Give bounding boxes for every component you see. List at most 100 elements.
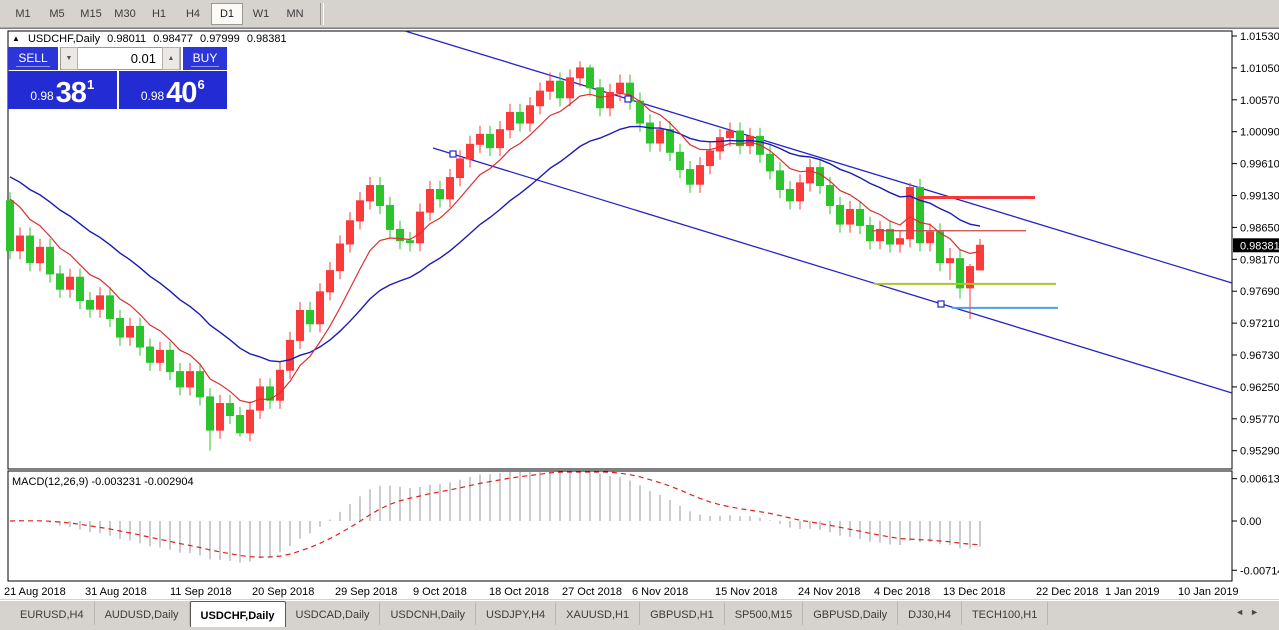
chart-tab-sp500-m15[interactable]: SP500,M15 xyxy=(725,602,804,625)
timeframe-button-m15[interactable]: M15 xyxy=(80,7,102,20)
candle-body xyxy=(226,403,234,416)
macd-axis-label: -0.007142 xyxy=(1240,565,1279,577)
candle-body xyxy=(356,200,364,222)
sell-price-small: 0.98 xyxy=(30,89,54,103)
chart-tab-audusd-daily[interactable]: AUDUSD,Daily xyxy=(95,602,190,625)
candle-body xyxy=(706,150,714,167)
candle-body xyxy=(336,243,344,272)
volume-decrease-icon[interactable]: ▼ xyxy=(61,47,78,70)
timeframe-button-m5[interactable]: M5 xyxy=(49,7,65,20)
timeframe-button-h1[interactable]: H1 xyxy=(151,7,167,20)
macd-signal-line xyxy=(9,471,981,558)
timeframe-button-d1[interactable]: D1 xyxy=(211,2,243,25)
candle-body xyxy=(306,309,314,325)
bar-low-value: 0.97999 xyxy=(200,33,240,45)
candle-body xyxy=(146,346,154,363)
candle-body xyxy=(406,240,414,244)
candle-body xyxy=(36,246,44,264)
date-axis-label: 13 Dec 2018 xyxy=(943,586,1005,598)
bar-close-value: 0.98381 xyxy=(246,33,287,45)
candle-body xyxy=(766,153,774,172)
candle-body xyxy=(886,228,894,245)
chart-tab-dj30-h4[interactable]: DJ30,H4 xyxy=(898,602,962,625)
buy-price-panel[interactable]: 0.98 40 6 xyxy=(118,71,227,109)
candle-body xyxy=(946,258,954,264)
trendline-upper[interactable] xyxy=(404,30,1233,284)
date-axis-label: 4 Dec 2018 xyxy=(874,586,930,598)
candle-body xyxy=(136,325,144,348)
price-axis-label: 0.95770 xyxy=(1240,414,1279,426)
date-axis-label: 27 Oct 2018 xyxy=(562,586,622,598)
candle-body xyxy=(676,151,684,171)
macd-axis-label: 0.00 xyxy=(1240,516,1261,528)
chart-tab-eurusd-h4[interactable]: EURUSD,H4 xyxy=(10,602,95,625)
candle-body xyxy=(526,105,534,124)
candle-body xyxy=(186,371,194,388)
trendline-handle[interactable] xyxy=(449,150,457,158)
tab-scroll-left-icon[interactable]: ◄ xyxy=(1235,607,1251,617)
candle-body xyxy=(816,167,824,187)
collapse-widget-icon[interactable]: ▲ xyxy=(12,34,20,43)
candle-body xyxy=(516,111,524,124)
timeframe-button-mn[interactable]: MN xyxy=(286,7,304,20)
candle-body xyxy=(916,187,924,244)
timeframe-button-m30[interactable]: M30 xyxy=(114,7,136,20)
candle-body xyxy=(846,208,854,225)
fast-ma-line[interactable] xyxy=(9,92,981,404)
candle-body xyxy=(216,403,224,431)
chart-tab-gbpusd-h1[interactable]: GBPUSD,H1 xyxy=(640,602,725,625)
chart-tab-usdjpy-h4[interactable]: USDJPY,H4 xyxy=(476,602,557,625)
candle-body xyxy=(466,143,474,160)
date-axis-label: 15 Nov 2018 xyxy=(715,586,777,598)
volume-input[interactable]: 0.01 xyxy=(130,51,156,66)
sell-price-panel[interactable]: 0.98 38 1 xyxy=(8,71,117,109)
date-axis-label: 6 Nov 2018 xyxy=(632,586,688,598)
timeframe-toolbar: M1 M5 M15 M30 H1 H4 D1 W1 MN xyxy=(0,0,1279,28)
date-axis-label: 10 Jan 2019 xyxy=(1178,586,1239,598)
bar-high-value: 0.98477 xyxy=(153,33,193,45)
candle-body xyxy=(546,80,554,92)
candle-body xyxy=(346,220,354,245)
trendline-handle[interactable] xyxy=(624,95,632,103)
price-chart-canvas[interactable]: 1.01530 1.01050 1.00570 1.00090 0.99610 0.991… xyxy=(0,29,1279,599)
slow-ma-line[interactable] xyxy=(9,125,981,363)
candle-body xyxy=(716,137,724,152)
date-axis-label: 18 Oct 2018 xyxy=(489,586,549,598)
trendline-lower[interactable] xyxy=(432,147,1233,394)
chart-tab-usdcad-daily[interactable]: USDCAD,Daily xyxy=(286,602,381,625)
date-axis-label: 1 Jan 2019 xyxy=(1105,586,1159,598)
sell-button[interactable]: SELL xyxy=(8,47,58,70)
candle-body xyxy=(566,77,574,99)
timeframe-button-w1[interactable]: W1 xyxy=(252,7,270,20)
chart-tab-bar: EURUSD,H4 AUDUSD,Daily USDCHF,Daily USDCAD,… xyxy=(0,600,1279,630)
timeframe-button-h4[interactable]: H4 xyxy=(185,7,201,20)
candle-body xyxy=(46,246,54,275)
price-axis-label: 0.96730 xyxy=(1240,350,1279,362)
candle-body xyxy=(86,300,94,310)
buy-button[interactable]: BUY xyxy=(183,47,227,70)
chart-tab-tech100-h1[interactable]: TECH100,H1 xyxy=(962,602,1049,625)
candle-body xyxy=(156,349,164,363)
chart-tab-xauusd-h1[interactable]: XAUUSD,H1 xyxy=(556,602,641,625)
candle-body xyxy=(446,177,454,200)
candle-body xyxy=(856,208,864,226)
volume-increase-icon[interactable]: ▲ xyxy=(162,47,180,70)
candle-body xyxy=(456,158,464,179)
buy-price-small: 0.98 xyxy=(140,89,165,103)
chart-tab-usdchf-daily[interactable]: USDCHF,Daily xyxy=(189,601,286,627)
sell-price-sup: 1 xyxy=(86,77,95,92)
candle-body xyxy=(866,224,874,242)
candle-body xyxy=(326,270,334,293)
bar-open-value: 0.98011 xyxy=(107,33,147,45)
timeframe-button-m1[interactable]: M1 xyxy=(15,7,31,20)
chart-symbol-label: USDCHF,Daily xyxy=(27,33,101,45)
price-axis-label: 0.98650 xyxy=(1240,222,1279,234)
chart-tab-usdcnh-daily[interactable]: USDCNH,Daily xyxy=(380,602,477,625)
candle-body xyxy=(436,189,444,200)
macd-axis-label: 0.006137 xyxy=(1240,474,1279,486)
trendline-handle[interactable] xyxy=(937,300,945,308)
candle-body xyxy=(796,182,804,202)
chart-tab-gbpusd-daily[interactable]: GBPUSD,Daily xyxy=(803,602,899,625)
tab-scroll-right-icon[interactable]: ► xyxy=(1250,607,1265,617)
